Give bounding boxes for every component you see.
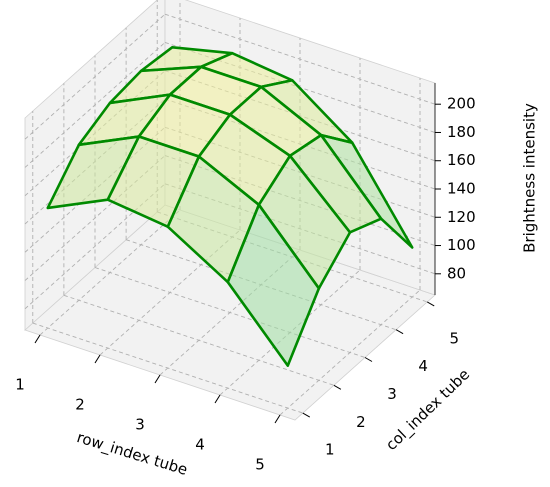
- y-tick-label: 4: [418, 357, 428, 375]
- grid-line: [24, 42, 166, 168]
- y-tick: [395, 329, 404, 335]
- z-tick-label: 80: [447, 264, 466, 282]
- z-tick-label: 180: [447, 123, 476, 141]
- x-tick: [154, 374, 161, 384]
- z-tick-label: 100: [447, 236, 476, 254]
- x-tick-label: 1: [15, 376, 25, 394]
- x-tick: [274, 414, 281, 424]
- y-tick: [333, 384, 342, 390]
- x-tick: [94, 354, 101, 364]
- z-axis-label: Brightness intensity: [521, 103, 539, 253]
- grid-line: [24, 13, 166, 140]
- x-tick: [34, 334, 41, 344]
- y-tick: [302, 412, 311, 418]
- z-tick-label: 200: [447, 95, 476, 113]
- y-tick-label: 2: [356, 413, 366, 431]
- z-tick-label: 120: [447, 208, 476, 226]
- grid-line: [164, 13, 436, 105]
- y-tick: [426, 301, 435, 307]
- z-tick-label: 160: [447, 151, 476, 169]
- x-tick-label: 5: [255, 456, 265, 474]
- y-tick-label: 3: [387, 385, 397, 403]
- x-tick: [214, 394, 221, 404]
- y-tick-label: 1: [325, 441, 335, 459]
- y-tick-label: 5: [449, 329, 459, 347]
- z-tick-label: 140: [447, 180, 476, 198]
- x-axis-label: row_index tube: [74, 428, 189, 480]
- grid-line: [94, 267, 366, 358]
- grid-line: [63, 294, 335, 386]
- x-tick-label: 3: [135, 416, 145, 434]
- x-tick-label: 2: [75, 396, 85, 414]
- grid-line: [32, 322, 303, 414]
- y-axis-label: col_index tube: [382, 365, 474, 454]
- surface-patch: [226, 203, 321, 367]
- x-tick-label: 4: [195, 436, 205, 454]
- y-tick: [364, 357, 373, 362]
